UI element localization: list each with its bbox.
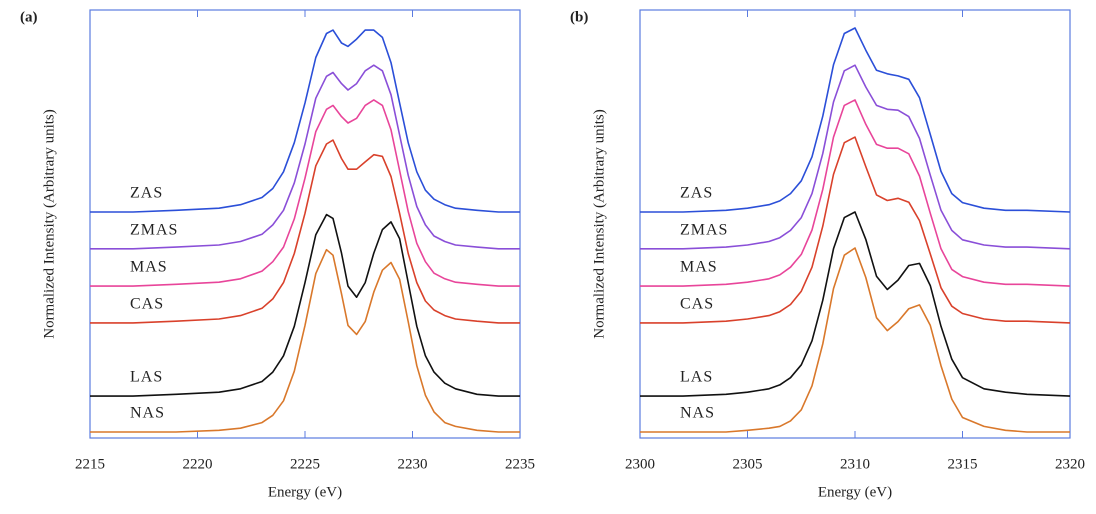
spectrum-line <box>90 248 520 433</box>
series-label: CAS <box>680 296 714 313</box>
spectrum-line <box>90 139 520 324</box>
x-tick-label: 2230 <box>398 456 428 472</box>
x-axis-label: Energy (eV) <box>268 484 342 500</box>
spectrum-line <box>640 247 1070 433</box>
series-label: ZAS <box>680 185 713 202</box>
x-tick-label: 2315 <box>948 456 978 472</box>
series-label: MAS <box>130 259 168 276</box>
x-tick-label: 2305 <box>733 456 763 472</box>
x-tick-label: 2220 <box>183 456 213 472</box>
spectrum-line <box>640 99 1071 287</box>
series-label: ZAS <box>130 185 163 202</box>
series-label: ZMAS <box>680 221 728 238</box>
spectrum-line <box>90 213 520 397</box>
x-tick-label: 2225 <box>290 456 320 472</box>
series-label: LAS <box>680 369 713 386</box>
series-label: ZMAS <box>130 221 178 238</box>
panel-label: (a) <box>20 9 38 25</box>
spectrum-line <box>640 64 1071 250</box>
spectrum-line <box>90 64 520 250</box>
spectrum-line <box>90 29 520 213</box>
y-axis-label: Normalized Intensity (Arbitrary units) <box>591 109 607 339</box>
series-label: MAS <box>680 259 718 276</box>
spectrum-line <box>90 99 520 287</box>
spectrum-line <box>640 136 1071 324</box>
x-axis-label: Energy (eV) <box>818 484 892 500</box>
series-label: NAS <box>130 405 165 422</box>
panel-label: (b) <box>570 9 588 25</box>
x-tick-label: 2300 <box>625 456 655 472</box>
x-tick-label: 2235 <box>505 456 535 472</box>
spectrum-line <box>640 27 1071 213</box>
spectrum-line <box>640 211 1071 397</box>
series-label: LAS <box>130 369 163 386</box>
x-tick-label: 2215 <box>75 456 105 472</box>
x-tick-label: 2320 <box>1055 456 1085 472</box>
series-label: NAS <box>680 405 715 422</box>
y-axis-label: Normalized Intensity (Arbitrary units) <box>41 109 57 339</box>
x-tick-label: 2310 <box>840 456 870 472</box>
series-label: CAS <box>130 296 164 313</box>
